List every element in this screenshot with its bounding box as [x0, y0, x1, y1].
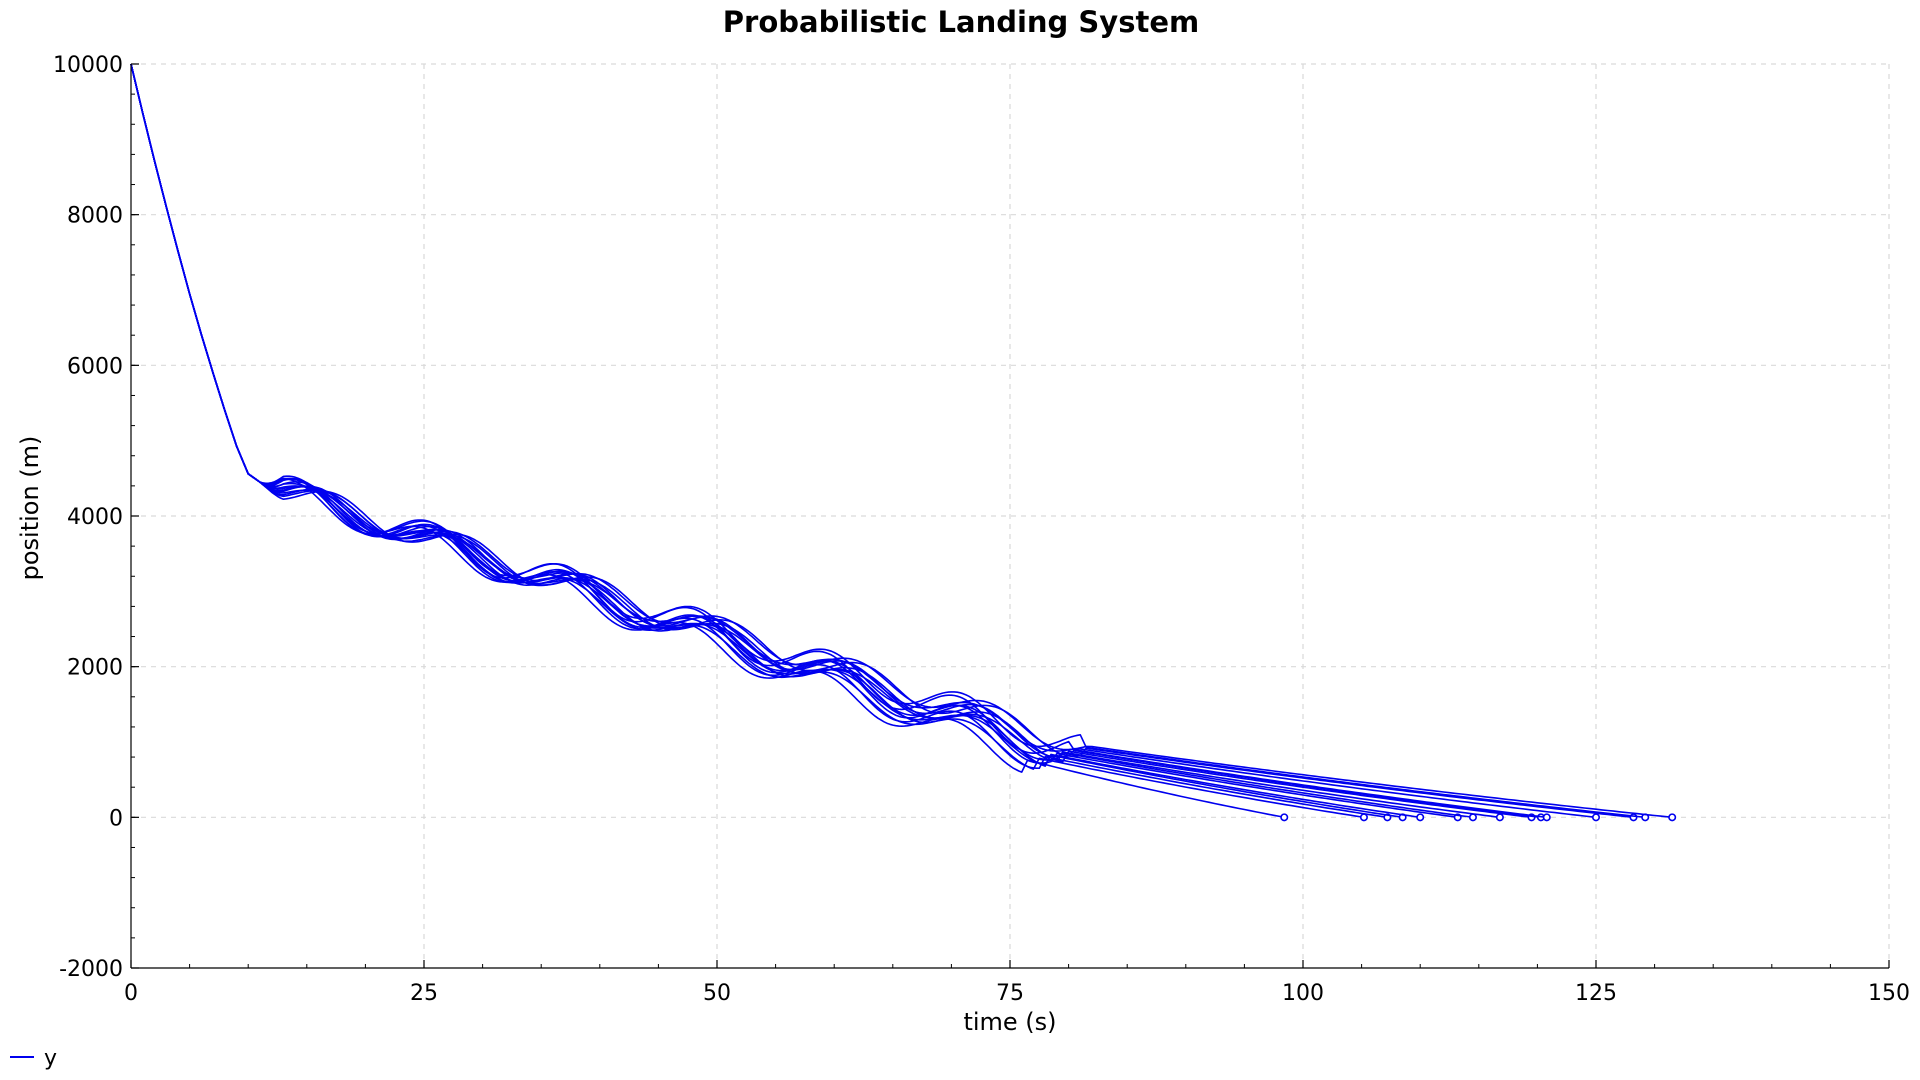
- y-axis-title: position (m): [16, 436, 44, 581]
- y-tick-label: 0: [109, 806, 123, 831]
- landing-marker-14: [1668, 813, 1677, 822]
- series-line-2: [130, 63, 1388, 819]
- series-group: [130, 63, 1677, 822]
- x-tick-label: 0: [124, 981, 138, 1006]
- series-line-13: [130, 63, 1646, 819]
- series-line-12: [130, 63, 1634, 819]
- legend-label-y: y: [44, 1046, 57, 1071]
- grid: [131, 63, 1890, 968]
- chart-title: Probabilistic Landing System: [723, 5, 1199, 39]
- series-line-6: [130, 63, 1474, 819]
- y-tick-label: 2000: [67, 656, 123, 681]
- landing-marker-11: [1592, 813, 1601, 822]
- landing-marker-4: [1416, 813, 1425, 822]
- landing-marker-1: [1359, 813, 1368, 822]
- landing-marker-0: [1280, 813, 1289, 822]
- landing-marker-6: [1468, 813, 1477, 822]
- x-tick-label: 150: [1868, 981, 1910, 1006]
- series-line-9: [130, 63, 1541, 819]
- series-line-0: [130, 63, 1285, 819]
- legend: y: [10, 1046, 57, 1071]
- x-tick-label: 75: [996, 981, 1024, 1006]
- x-tick-label: 50: [703, 981, 731, 1006]
- series-line-8: [130, 63, 1532, 819]
- series-line-1: [130, 63, 1365, 819]
- series-line-10: [130, 63, 1547, 819]
- x-tick-label: 100: [1282, 981, 1324, 1006]
- landing-marker-10: [1542, 813, 1551, 822]
- ticks: 0 25 50 75 100 125 150-20000200040006000800010…: [53, 53, 1910, 1006]
- series-line-14: [130, 63, 1673, 819]
- landing-marker-7: [1495, 813, 1504, 822]
- y-tick-label: 4000: [67, 505, 123, 530]
- x-axis-title: time (s): [963, 1008, 1056, 1036]
- series-line-7: [130, 63, 1500, 819]
- x-tick-label: 125: [1575, 981, 1617, 1006]
- y-tick-label: -2000: [59, 957, 123, 982]
- series-line-4: [130, 63, 1421, 819]
- series-line-3: [130, 63, 1403, 819]
- y-tick-label: 6000: [67, 354, 123, 379]
- y-tick-label: 8000: [67, 204, 123, 229]
- x-tick-label: 25: [410, 981, 438, 1006]
- y-tick-label: 10000: [53, 53, 123, 78]
- series-line-5: [130, 63, 1458, 819]
- series-line-11: [130, 63, 1597, 819]
